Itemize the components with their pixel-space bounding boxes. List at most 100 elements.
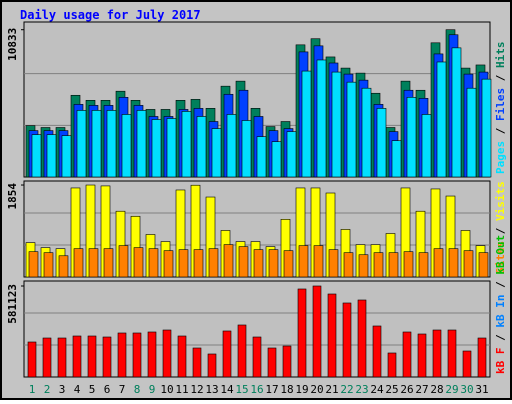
bar xyxy=(421,114,432,178)
legend-entry: kB F xyxy=(494,348,507,375)
x-tick-label: 7 xyxy=(119,383,126,396)
legend-entry: Sites xyxy=(494,241,507,274)
y-tick-label: 581123 xyxy=(6,284,19,324)
x-tick-label: 29 xyxy=(445,383,458,396)
bar xyxy=(297,288,307,378)
bar xyxy=(271,141,282,178)
bar xyxy=(192,347,202,378)
legend-entry: kB Out xyxy=(494,235,507,275)
x-tick-label: 31 xyxy=(475,383,488,396)
bar xyxy=(238,246,249,278)
bar xyxy=(87,335,97,378)
bar xyxy=(312,285,322,378)
x-tick-label: 19 xyxy=(295,383,308,396)
bar xyxy=(436,61,447,178)
x-tick-label: 17 xyxy=(265,383,278,396)
bar xyxy=(43,252,54,278)
bar xyxy=(286,131,297,178)
bar xyxy=(61,135,72,178)
bar xyxy=(361,87,372,178)
legend-entry: kB In xyxy=(494,295,507,328)
bar xyxy=(102,336,112,378)
bar xyxy=(252,336,262,378)
legend-entry: Files xyxy=(494,88,507,121)
bar xyxy=(207,353,217,378)
bar xyxy=(418,252,429,278)
bar xyxy=(358,254,369,278)
legend-separator: / xyxy=(494,328,507,348)
chart-title: Daily usage for July 2017 xyxy=(20,8,201,22)
bar xyxy=(402,331,412,378)
legend-entry: Visits xyxy=(494,181,507,221)
x-tick-label: 18 xyxy=(280,383,293,396)
bar xyxy=(466,87,477,178)
bar xyxy=(121,114,132,178)
bar xyxy=(177,335,187,378)
bar xyxy=(226,114,237,178)
bar xyxy=(28,251,39,278)
bar xyxy=(241,120,252,178)
bar xyxy=(88,248,99,278)
legend-separator: / xyxy=(494,221,507,241)
bar xyxy=(132,332,142,378)
bar xyxy=(342,302,352,378)
bar xyxy=(283,250,294,278)
legend: Pages / Files / Hits xyxy=(494,42,507,175)
legend-separator: / xyxy=(494,68,507,88)
bar xyxy=(133,247,144,278)
x-tick-label: 4 xyxy=(74,383,81,396)
bar xyxy=(373,252,384,278)
legend-entry: Hits xyxy=(494,42,507,69)
bar xyxy=(117,332,127,378)
bar xyxy=(387,352,397,378)
bar xyxy=(301,70,312,178)
bar xyxy=(451,47,462,178)
bar xyxy=(136,110,147,178)
x-tick-label: 2 xyxy=(44,383,51,396)
bar xyxy=(237,324,247,378)
x-tick-label: 15 xyxy=(235,383,248,396)
bar xyxy=(376,108,387,178)
bar xyxy=(193,249,204,278)
bar xyxy=(448,248,459,278)
bar xyxy=(477,337,487,378)
bar xyxy=(223,244,234,278)
bar xyxy=(151,119,162,178)
legend: Sites / Visits xyxy=(494,181,507,274)
bar xyxy=(463,250,474,278)
x-tick-label: 14 xyxy=(220,383,234,396)
bar xyxy=(298,245,309,278)
legend: kB F / kB In / kB Out xyxy=(494,235,507,374)
x-tick-label: 30 xyxy=(460,383,473,396)
bar xyxy=(331,71,342,178)
bar xyxy=(372,325,382,378)
bar xyxy=(57,337,67,378)
x-tick-label: 13 xyxy=(205,383,218,396)
bar xyxy=(388,252,399,278)
x-tick-label: 11 xyxy=(175,383,188,396)
legend-separator: / xyxy=(494,275,507,295)
bar xyxy=(58,255,69,278)
bar xyxy=(478,252,489,278)
bar xyxy=(73,248,84,278)
bar xyxy=(313,245,324,278)
bar xyxy=(343,252,354,278)
x-tick-label: 1 xyxy=(29,383,36,396)
bar xyxy=(346,81,357,178)
bar xyxy=(106,110,117,178)
bar xyxy=(103,248,114,278)
bar xyxy=(31,134,42,178)
bar xyxy=(447,329,457,378)
bar xyxy=(118,245,129,278)
bar xyxy=(253,249,264,278)
x-tick-label: 16 xyxy=(250,383,263,396)
x-tick-label: 26 xyxy=(400,383,413,396)
bar xyxy=(72,335,82,378)
bar xyxy=(181,111,192,178)
bar xyxy=(403,251,414,278)
x-tick-label: 10 xyxy=(160,383,173,396)
bar xyxy=(391,140,402,178)
bar xyxy=(357,299,367,378)
legend-entry: Pages xyxy=(494,141,507,174)
bar xyxy=(162,329,172,378)
